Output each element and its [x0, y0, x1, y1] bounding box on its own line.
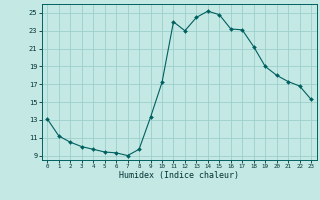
X-axis label: Humidex (Indice chaleur): Humidex (Indice chaleur) [119, 171, 239, 180]
